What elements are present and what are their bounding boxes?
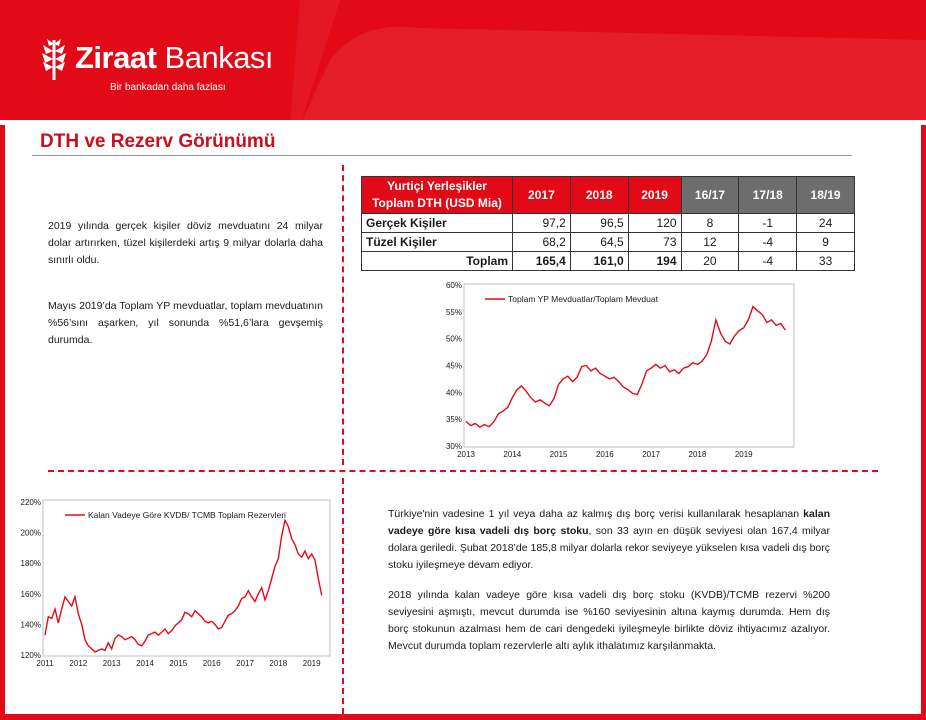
x-tick-label: 2013 xyxy=(457,450,475,459)
x-tick-label: 2017 xyxy=(236,659,254,668)
table-cell: 24 xyxy=(796,213,855,233)
divider-horizontal xyxy=(48,470,878,472)
y-tick-label: 50% xyxy=(446,335,462,344)
table-cell: -4 xyxy=(738,251,798,271)
table-cell: 161,0 xyxy=(569,251,629,271)
table-cell: 68,2 xyxy=(512,232,571,252)
left-paragraph-2: Mayıs 2019’da Toplam YP mevduatlar, topl… xyxy=(48,300,323,346)
x-tick-label: 2019 xyxy=(303,659,321,668)
chart-fx-deposit-ratio: 30% 35% 40% 45% 50% 55% 60% 2013 2014 2015 2016 20… xyxy=(446,281,795,459)
table-cell: 96,5 xyxy=(569,213,629,233)
x-tick-label: 2011 xyxy=(36,659,54,668)
table-cell: -1 xyxy=(738,213,798,233)
table-cell: 33 xyxy=(796,251,855,271)
y-tick-label: 220% xyxy=(21,498,41,507)
divider-vertical-bottom xyxy=(342,478,344,714)
table-cell: 73 xyxy=(627,232,682,252)
row-label: Toplam xyxy=(361,251,513,271)
table-cell: 64,5 xyxy=(569,232,629,252)
table-cell: 8 xyxy=(680,213,740,233)
x-tick-label: 2015 xyxy=(169,659,187,668)
table-row-total: Toplam 165,4 161,0 194 20 -4 33 xyxy=(361,251,855,271)
table-cell: -4 xyxy=(738,232,798,252)
row-label: Tüzel Kişiler xyxy=(361,232,513,252)
table-cell: 165,4 xyxy=(512,251,571,271)
row-label: Gerçek Kişiler xyxy=(361,213,513,233)
table-header-label-line2: Toplam DTH (USD Mia) xyxy=(372,196,502,210)
table-header-row: Yurtiçi Yerleşikler Toplam DTH (USD Mia) … xyxy=(361,176,855,214)
divider-vertical-top xyxy=(342,165,344,465)
brand-name-bold: Ziraat xyxy=(75,40,157,75)
right-paragraph-1: Türkiye'nin vadesine 1 yıl veya daha az … xyxy=(388,506,830,574)
left-paragraph-1: 2019 yılında gerçek kişiler döviz mevdua… xyxy=(48,220,323,266)
y-tick-label: 55% xyxy=(446,308,462,317)
y-tick-label: 60% xyxy=(446,281,462,290)
x-tick-label: 2014 xyxy=(503,450,521,459)
y-tick-label: 35% xyxy=(446,415,462,424)
col-header-16-17: 16/17 xyxy=(680,176,740,214)
y-tick-label: 30% xyxy=(446,442,462,451)
legend-label: Toplam YP Mevduatlar/Toplam Mevduat xyxy=(508,294,659,304)
series-line xyxy=(44,518,323,653)
wheat-logo-icon xyxy=(42,39,66,80)
y-tick-label: 40% xyxy=(446,388,462,397)
brand-name: Ziraat Bankası xyxy=(75,40,274,76)
x-tick-label: 2013 xyxy=(103,659,121,668)
series-line xyxy=(465,305,786,429)
x-tick-label: 2019 xyxy=(735,450,753,459)
dth-table: Yurtiçi Yerleşikler Toplam DTH (USD Mia) … xyxy=(361,176,855,271)
x-tick-label: 2016 xyxy=(596,450,614,459)
col-header-17-18: 17/18 xyxy=(738,176,798,214)
x-tick-label: 2015 xyxy=(550,450,568,459)
x-tick-label: 2018 xyxy=(269,659,287,668)
table-cell: 194 xyxy=(627,251,682,271)
plot-area xyxy=(463,283,795,448)
col-header-18-19: 18/19 xyxy=(796,176,855,214)
table-header-label: Yurtiçi Yerleşikler Toplam DTH (USD Mia) xyxy=(361,176,513,214)
right-paragraph-2: 2018 yılında kalan vadeye göre kısa vade… xyxy=(388,589,830,652)
right-paragraph-1-highlight: kalan vadeye göre kısa vadeli dış borç s… xyxy=(388,508,830,537)
x-tick-label: 2017 xyxy=(642,450,660,459)
table-header-label-line1: Yurtiçi Yerleşikler xyxy=(387,179,487,193)
y-tick-label: 45% xyxy=(446,362,462,371)
right-paragraph-1-end: , son 33 ayın en düşük seviyesi olan 167… xyxy=(388,525,831,571)
right-paragraph-1-start: Türkiye'nin vadesine 1 yıl veya daha az … xyxy=(388,508,804,520)
table-row: Tüzel Kişiler 68,2 64,5 73 12 -4 9 xyxy=(361,232,855,252)
header-swoosh xyxy=(290,0,926,125)
page-title: DTH ve Rezerv Görünümü xyxy=(40,131,276,152)
x-tick-label: 2014 xyxy=(136,659,154,668)
left-border xyxy=(0,125,5,720)
y-tick-label: 140% xyxy=(21,620,41,629)
table-cell: 20 xyxy=(680,251,740,271)
table-cell: 12 xyxy=(680,232,740,252)
brand-name-light: Bankası xyxy=(156,40,274,75)
bottom-border xyxy=(0,714,926,720)
col-header-2018: 2018 xyxy=(569,176,629,214)
chart-kvdb-reserves: 120% 140% 160% 180% 200% 220% 2011 2012 2013 201… xyxy=(21,498,331,668)
x-tick-label: 2012 xyxy=(69,659,87,668)
header-band: Ziraat Bankası Bir bankadan daha fazlası xyxy=(0,0,926,125)
y-tick-label: 180% xyxy=(21,559,41,568)
plot-area xyxy=(42,499,331,657)
legend-label: Kalan Vadeye Göre KVDB/ TCMB Toplam Reze… xyxy=(88,510,286,520)
brand-slogan: Bir bankadan daha fazlası xyxy=(110,82,226,93)
table-cell: 120 xyxy=(627,213,682,233)
right-border xyxy=(921,125,926,720)
y-tick-label: 120% xyxy=(21,651,41,660)
col-header-2019: 2019 xyxy=(627,176,682,214)
x-tick-label: 2018 xyxy=(689,450,707,459)
col-header-2017: 2017 xyxy=(512,176,571,214)
title-divider xyxy=(32,155,852,156)
table-cell: 97,2 xyxy=(512,213,571,233)
table-row: Gerçek Kişiler 97,2 96,5 120 8 -1 24 xyxy=(361,213,855,233)
table-cell: 9 xyxy=(796,232,855,252)
x-tick-label: 2016 xyxy=(203,659,221,668)
y-tick-label: 200% xyxy=(21,529,41,538)
y-tick-label: 160% xyxy=(21,590,41,599)
